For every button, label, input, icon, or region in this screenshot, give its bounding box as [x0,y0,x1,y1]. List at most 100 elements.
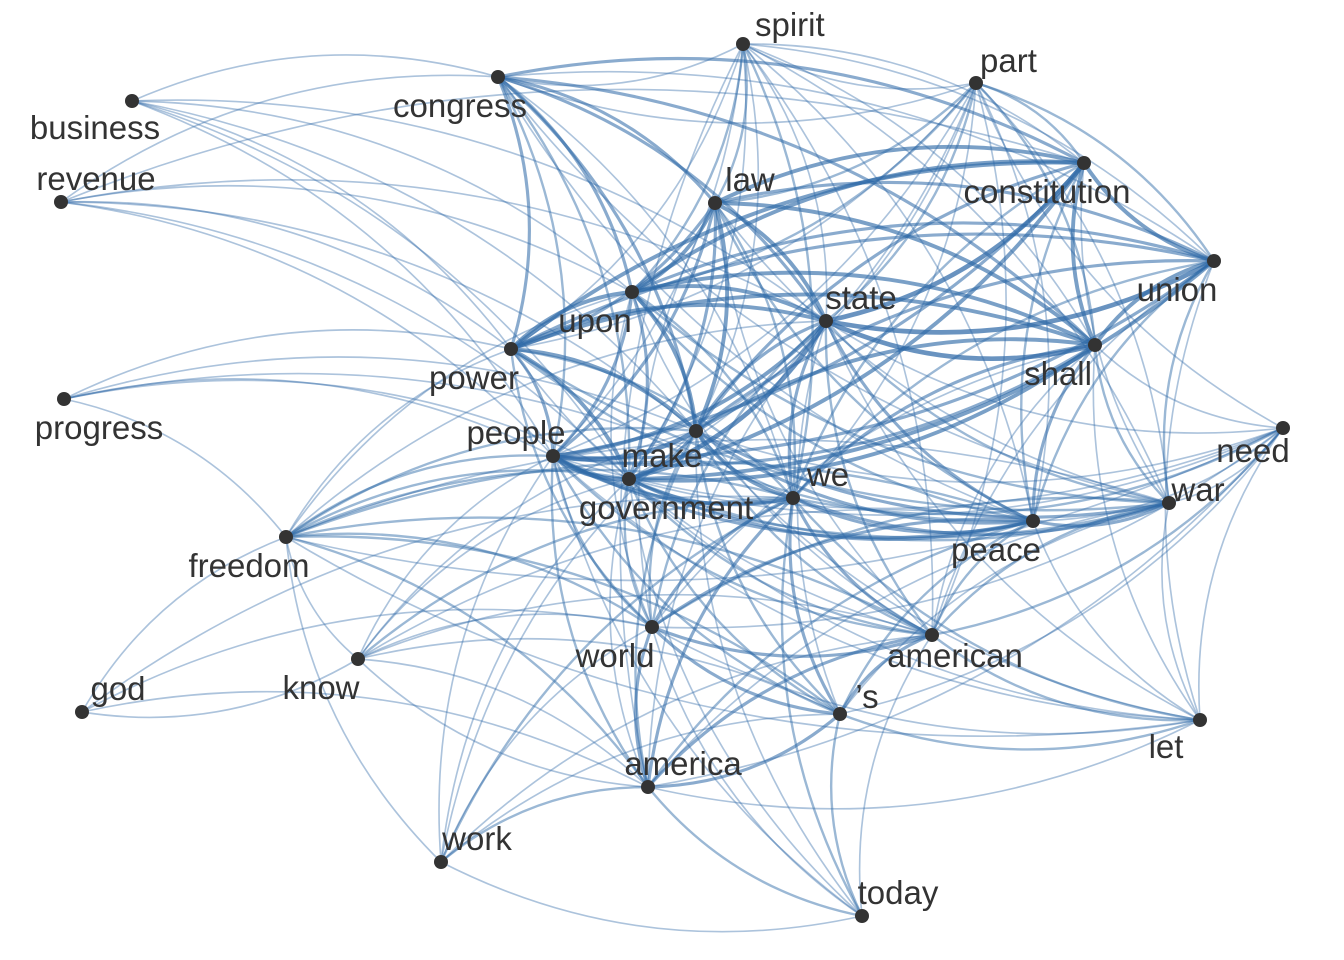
edge-we-progress [63,372,794,499]
edge-people-today [552,455,863,917]
node-work [434,855,448,869]
edge-government-part [628,82,977,480]
edge-make-let [695,430,1201,721]
edge-we-upon [631,290,795,499]
edge-world-god [81,608,653,713]
edge-people-know [357,455,554,660]
node-constitution [1077,156,1091,170]
edge-people-power [509,347,555,457]
edge-world-s [650,625,841,716]
edge-peace-world [651,517,1034,629]
edge-congress-war [497,76,1170,504]
node-label-state: state [825,279,897,316]
edge-american-america [646,633,933,789]
edge-constitution-peace [1020,162,1086,522]
edge-people-american [552,455,933,637]
node-label-need: need [1216,432,1289,469]
edge-government-power [510,347,631,480]
edge-we-america [646,496,795,788]
edge-we-need [792,426,1284,516]
edge-union-congress [497,70,1215,262]
node-progress [57,392,71,406]
edge-american-need [931,427,1284,637]
edge-make-work [440,430,697,863]
edge-state-need [825,320,1284,434]
node-label-people: people [466,414,565,451]
node-we [786,491,800,505]
edge-we-peace [792,496,1034,535]
node-upon [625,285,639,299]
edge-state-revenue [60,178,827,322]
edge-s-today [829,713,864,917]
edge-power-congress [496,76,531,350]
node-label-s: ’s [855,678,878,715]
edge-we-know [357,496,794,660]
edge-freedom-let [285,536,1201,738]
node-label-constitution: constitution [964,173,1131,210]
edge-shall-law [714,201,1097,347]
edge-people-freedom [285,454,554,538]
edge-upon-american [631,291,933,636]
edge-s-work [440,713,841,863]
node-peace [1026,514,1040,528]
edge-constitution-revenue [60,88,1085,203]
node-government [622,472,636,486]
node-label-make: make [622,437,703,474]
edge-people-world [551,455,653,628]
edge-union-let [1164,260,1215,721]
node-union [1207,254,1221,268]
edge-american-let [931,634,1201,722]
edge-state-business [131,99,827,322]
edge-war-america [647,502,1170,788]
edge-freedom-god [81,536,287,713]
edge-american-freedom [285,516,933,637]
edge-state-law [714,201,828,322]
edge-s-let [839,712,1201,751]
node-power [504,342,518,356]
node-law [708,196,722,210]
edge-war-part [975,82,1170,504]
edge-shall-let [1092,344,1201,721]
edge-world-need [651,427,1284,629]
edge-union-american [931,260,1215,636]
edge-we-s [788,497,842,715]
node-s [833,707,847,721]
edge-shall-part [975,82,1097,346]
edge-peace-let [1032,520,1201,721]
edge-we-god [81,495,794,713]
edge-america-today [647,786,863,918]
edge-america-need [647,427,1284,788]
edge-government-freedom [285,469,630,539]
edge-union-shall [1093,259,1215,347]
edge-we-law [714,202,797,499]
edge-we-let [792,497,1201,722]
edge-law-spirit [713,43,748,204]
edge-power-part [510,82,977,350]
edge-peace-spirit [742,43,1034,522]
edge-make-american [694,430,933,637]
edge-shall-need [1094,344,1284,429]
edge-make-we [694,429,794,500]
edge-world-today [651,626,863,917]
edge-congress-revenue [60,74,499,203]
edge-state-war [825,320,1170,505]
node-congress [491,70,505,84]
edge-upon-war [631,291,1170,505]
edge-congress-peace [497,76,1034,522]
node-label-revenue: revenue [36,160,155,197]
node-label-shall: shall [1024,355,1092,392]
edge-freedom-work [285,536,442,863]
edge-power-war [510,347,1170,512]
edge-state-freedom [285,320,827,538]
edge-we-congress [497,76,794,499]
node-people [546,449,560,463]
edge-work-today [440,861,863,933]
edge-union-war [1162,260,1216,504]
node-world [645,620,659,634]
edge-congress-part [497,76,977,124]
edge-state-american [824,320,933,636]
node-label-spirit: spirit [755,6,825,43]
edge-upon-freedom [285,291,633,538]
edge-american-s [838,633,933,715]
